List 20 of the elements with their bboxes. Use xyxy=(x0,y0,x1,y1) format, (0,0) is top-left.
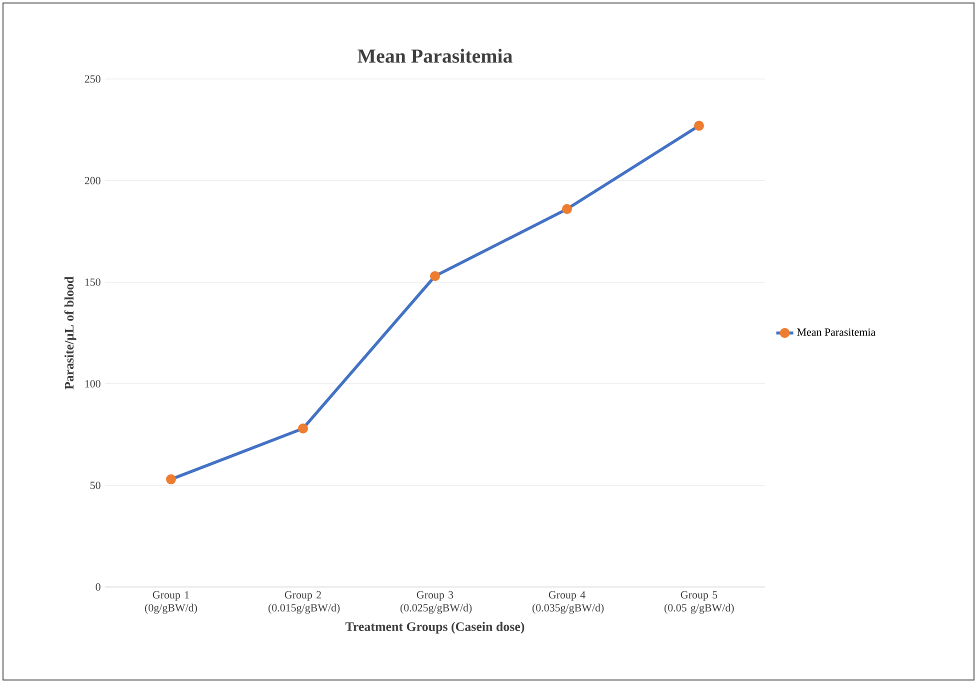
legend-label: Mean Parasitemia xyxy=(797,328,876,336)
chart-title: Mean Parasitemia xyxy=(358,48,512,63)
y-tick-label: 250 xyxy=(84,75,100,83)
point xyxy=(298,423,308,434)
x-tick-label: Group 4 (0.035g/gBW/d) xyxy=(532,591,604,614)
x-tick-label: Group 5 (0.05 g/gBW/d) xyxy=(664,591,734,614)
y-tick-label: 150 xyxy=(85,278,100,286)
point xyxy=(430,271,440,282)
point xyxy=(166,474,176,484)
y-tick-label: 200 xyxy=(84,176,100,184)
y-tick-label: 50 xyxy=(90,482,100,490)
y-tick-label: 100 xyxy=(85,380,100,388)
x-axis-title: Treatment Groups (Casein dose) xyxy=(345,622,524,634)
x-tick-label: Group 2 (0.015g/gBW/d) xyxy=(268,591,340,614)
point xyxy=(562,204,572,214)
y-axis-title: Parasite/µL of blood xyxy=(64,276,76,390)
x-tick-label: Group 3 (0.025g/gBW/d) xyxy=(400,591,472,614)
x-tick-label: Group 1 (0g/gBW/d) xyxy=(145,591,198,614)
point xyxy=(694,120,704,131)
y-tick-label: 0 xyxy=(96,583,100,591)
